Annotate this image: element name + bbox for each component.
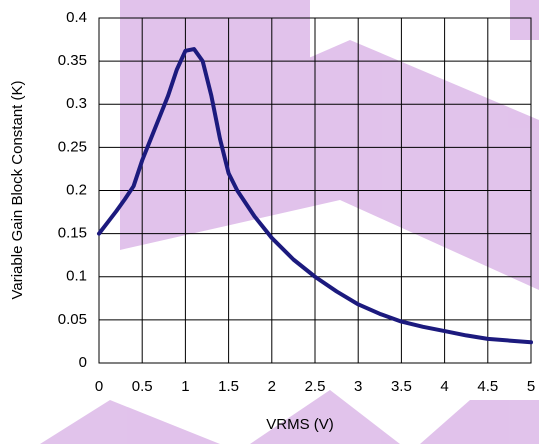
plot-border [98,17,532,364]
x-tick-label: 0.5 [132,378,153,395]
x-tick-label: 4 [440,378,448,395]
x-tick-label: 3.5 [391,378,412,395]
x-tick-label: 1 [181,378,189,395]
watermark [40,0,539,444]
y-tick-label: 0.2 [66,181,87,198]
x-tick-label: 2 [268,378,276,395]
y-tick-label: 0.1 [66,268,87,285]
y-tick-label: 0.35 [58,52,87,69]
x-axis-title: VRMS (V) [266,416,334,433]
watermark-shape [250,390,400,444]
watermark-shape [420,400,539,444]
y-axis-title: Variable Gain Block Constant (K) [9,81,26,300]
y-tick-label: 0.15 [58,225,87,242]
y-tick-label: 0 [79,354,87,371]
x-tick-label: 2.5 [305,378,326,395]
x-tick-label: 1.5 [218,378,239,395]
y-tick-label: 0.25 [58,138,87,155]
line [97,47,533,345]
x-tick-label: 0 [95,378,103,395]
x-tick-label: 3 [354,378,362,395]
y-tick-label: 0.05 [58,311,87,328]
watermark-shape [120,40,539,290]
watermark-shape [40,400,220,444]
y-tick-label: 0.3 [66,95,87,112]
y-tick-label: 0.4 [66,9,87,26]
watermark-shape [510,0,539,40]
x-tick-label: 4.5 [477,378,498,395]
x-tick-label: 5 [527,378,535,395]
